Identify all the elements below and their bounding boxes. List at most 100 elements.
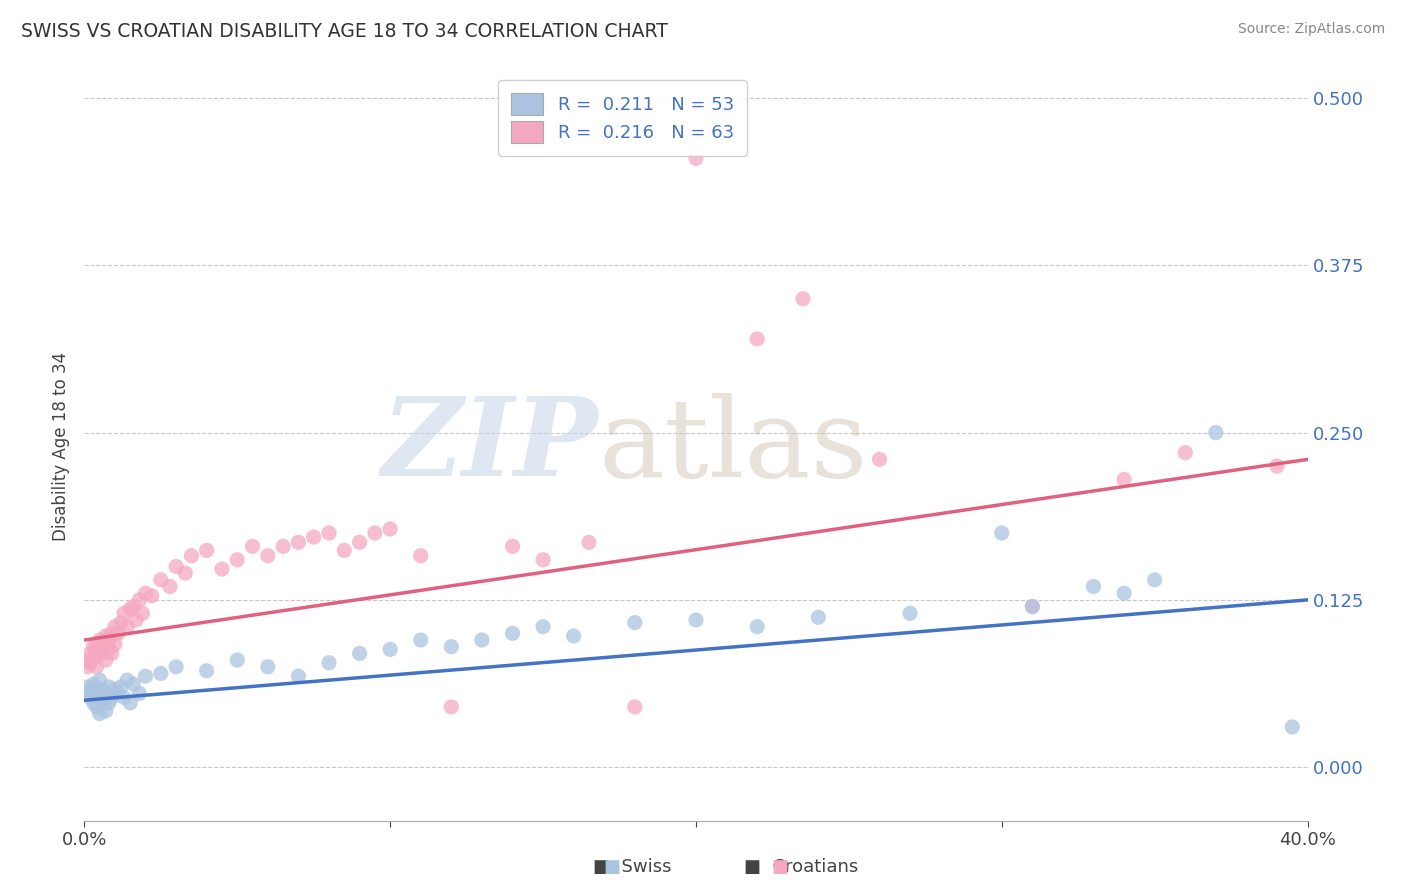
Point — [531, 553, 554, 567]
Point — [110, 615, 132, 630]
Point — [135, 586, 157, 600]
Point — [91, 637, 114, 651]
Point — [318, 656, 340, 670]
Point — [271, 539, 294, 553]
Point — [578, 535, 600, 549]
Point — [1021, 599, 1043, 614]
Point — [107, 626, 129, 640]
Point — [195, 543, 218, 558]
Text: ■: ■ — [772, 858, 789, 876]
Point — [1143, 573, 1166, 587]
Point — [807, 610, 830, 624]
Point — [79, 656, 101, 670]
Point — [318, 526, 340, 541]
Point — [502, 539, 524, 553]
Point — [131, 607, 153, 621]
Point — [125, 613, 148, 627]
Point — [242, 539, 264, 553]
Point — [1083, 580, 1105, 594]
Point — [76, 680, 98, 694]
Point — [112, 607, 135, 621]
Point — [1114, 586, 1136, 600]
Point — [83, 696, 105, 710]
Text: ■: ■ — [603, 858, 620, 876]
Point — [991, 526, 1014, 541]
Point — [122, 599, 145, 614]
Point — [76, 653, 98, 667]
Text: ZIP: ZIP — [381, 392, 598, 500]
Point — [101, 646, 124, 660]
Point — [91, 646, 114, 660]
Text: Source: ZipAtlas.com: Source: ZipAtlas.com — [1237, 22, 1385, 37]
Point — [502, 626, 524, 640]
Point — [562, 629, 585, 643]
Text: ■  Swiss: ■ Swiss — [593, 858, 672, 876]
Point — [226, 553, 249, 567]
Point — [747, 332, 769, 346]
Text: atlas: atlas — [598, 392, 868, 500]
Point — [89, 673, 111, 688]
Point — [91, 682, 114, 697]
Point — [79, 682, 101, 697]
Legend: R =  0.211   N = 53, R =  0.216   N = 63: R = 0.211 N = 53, R = 0.216 N = 63 — [498, 80, 747, 156]
Y-axis label: Disability Age 18 to 34: Disability Age 18 to 34 — [52, 351, 70, 541]
Point — [211, 562, 233, 576]
Point — [115, 620, 138, 634]
Point — [104, 637, 127, 651]
Point — [141, 589, 163, 603]
Point — [302, 530, 325, 544]
Point — [869, 452, 891, 467]
Point — [1205, 425, 1227, 440]
Point — [1281, 720, 1303, 734]
Point — [165, 559, 187, 574]
Point — [747, 620, 769, 634]
Point — [120, 602, 142, 616]
Point — [471, 633, 494, 648]
Point — [1265, 459, 1288, 474]
Point — [94, 629, 117, 643]
Point — [89, 642, 111, 657]
Point — [112, 690, 135, 705]
Point — [79, 690, 101, 705]
Point — [110, 680, 132, 694]
Point — [76, 660, 98, 674]
Point — [149, 573, 172, 587]
Point — [115, 673, 138, 688]
Point — [94, 687, 117, 701]
Point — [86, 700, 108, 714]
Point — [165, 660, 187, 674]
Point — [86, 660, 108, 674]
Point — [685, 152, 707, 166]
Point — [76, 687, 98, 701]
Point — [409, 633, 432, 648]
Point — [380, 522, 402, 536]
Point — [174, 566, 197, 581]
Point — [122, 677, 145, 691]
Point — [107, 687, 129, 701]
Point — [104, 620, 127, 634]
Point — [195, 664, 218, 678]
Point — [287, 669, 309, 683]
Point — [83, 640, 105, 654]
Point — [898, 607, 921, 621]
Point — [159, 580, 181, 594]
Point — [89, 706, 111, 721]
Point — [440, 640, 463, 654]
Point — [128, 593, 150, 607]
Point — [86, 687, 108, 701]
Point — [97, 696, 120, 710]
Point — [89, 633, 111, 648]
Point — [624, 700, 647, 714]
Point — [104, 682, 127, 697]
Point — [97, 633, 120, 648]
Point — [86, 637, 108, 651]
Point — [128, 687, 150, 701]
Point — [94, 704, 117, 718]
Point — [685, 613, 707, 627]
Point — [83, 650, 105, 665]
Point — [349, 646, 371, 660]
Point — [1021, 599, 1043, 614]
Point — [409, 549, 432, 563]
Point — [364, 526, 387, 541]
Point — [257, 549, 280, 563]
